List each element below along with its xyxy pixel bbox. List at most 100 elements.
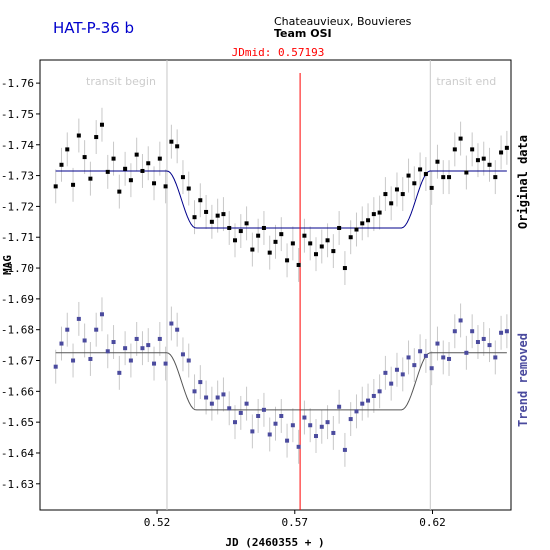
detrended-point (360, 401, 365, 406)
original-point (296, 262, 301, 267)
original-point (204, 209, 209, 214)
detrended-point (117, 370, 122, 375)
detrended-point (308, 423, 313, 428)
detrended-point (105, 349, 110, 354)
detrended-point (371, 393, 376, 398)
original-point (209, 219, 214, 224)
original-point (250, 247, 255, 252)
detrended-point (267, 432, 272, 437)
x-axis-ticks: 0.52 0.57 0.62 (144, 510, 446, 529)
original-point (146, 161, 151, 166)
original-point (273, 239, 278, 244)
original-point (470, 147, 475, 152)
original-point (348, 235, 353, 240)
y-tick-label: -1.76 (1, 77, 34, 90)
y-tick-label: -1.72 (1, 200, 34, 213)
right-label-original: Original data (516, 135, 530, 229)
detrended-point (233, 420, 238, 425)
detrended-point (256, 413, 261, 418)
original-point (134, 152, 139, 157)
original-point (331, 249, 336, 254)
original-point (366, 218, 371, 223)
detrended-point (348, 417, 353, 422)
jdmid-label: JDmid: 0.57193 (232, 46, 325, 59)
original-point (82, 155, 87, 160)
team-label: Team OSI (274, 27, 332, 40)
x-tick-label: 0.57 (282, 516, 309, 529)
original-point (325, 238, 330, 243)
y-axis-label: MAG (1, 255, 14, 275)
detrended-point (504, 329, 509, 334)
original-point (215, 213, 220, 218)
data-points (53, 122, 509, 452)
detrended-point (475, 340, 480, 345)
original-point (180, 175, 185, 180)
y-tick-label: -1.63 (1, 478, 34, 491)
x-tick-label: 0.52 (144, 516, 171, 529)
detrended-point (157, 336, 162, 341)
original-point (337, 225, 342, 230)
original-point (394, 187, 399, 192)
detrended-point (209, 401, 214, 406)
original-point (140, 168, 145, 173)
original-point (152, 181, 157, 186)
detrended-point (394, 367, 399, 372)
detrended-point (464, 350, 469, 355)
detrended-point (134, 336, 139, 341)
detrended-point (337, 404, 342, 409)
transit-end-label: transit end (436, 75, 496, 88)
original-point (65, 147, 70, 152)
detrended-point (71, 358, 76, 363)
original-point (192, 215, 197, 220)
original-point (227, 225, 232, 230)
original-point (94, 135, 99, 140)
original-point (198, 198, 203, 203)
detrended-point (198, 380, 203, 385)
original-point (464, 170, 469, 175)
original-point (186, 186, 191, 191)
original-point (290, 241, 295, 246)
original-point (157, 156, 162, 161)
original-model-curve (55, 170, 507, 229)
original-point (279, 232, 284, 237)
detrended-point (204, 395, 209, 400)
right-label-trend-removed: Trend removed (516, 333, 530, 427)
original-point (423, 172, 428, 177)
original-point (308, 241, 313, 246)
detrended-point (331, 430, 336, 435)
detrended-point (186, 358, 191, 363)
detrended-point (152, 361, 157, 366)
detrended-point (175, 327, 180, 332)
original-point (499, 150, 504, 155)
original-point (267, 250, 272, 255)
detrended-point (325, 420, 330, 425)
transit-markers (166, 60, 431, 510)
detrended-point (319, 424, 324, 429)
original-point (261, 225, 266, 230)
original-point (285, 258, 290, 263)
original-point (412, 181, 417, 186)
detrended-point (383, 370, 388, 375)
y-tick-label: -1.73 (1, 170, 34, 183)
y-tick-label: -1.65 (1, 416, 34, 429)
original-point (111, 156, 116, 161)
y-tick-label: -1.75 (1, 108, 34, 121)
model-curves (55, 170, 507, 411)
original-point (313, 252, 318, 257)
detrended-point (215, 395, 220, 400)
detrended-point (458, 318, 463, 323)
original-point (221, 212, 226, 217)
detrended-point (389, 381, 394, 386)
x-tick-label: 0.62 (419, 516, 446, 529)
detrended-point (94, 327, 99, 332)
detrended-point (481, 336, 486, 341)
original-point (475, 158, 480, 163)
original-point (59, 162, 64, 167)
original-point (105, 169, 110, 174)
original-point (238, 229, 243, 234)
detrended-point (452, 329, 457, 334)
detrended-point (128, 358, 133, 363)
x-axis-label: JD (2460355 + ) (225, 536, 324, 549)
detrended-point (487, 343, 492, 348)
